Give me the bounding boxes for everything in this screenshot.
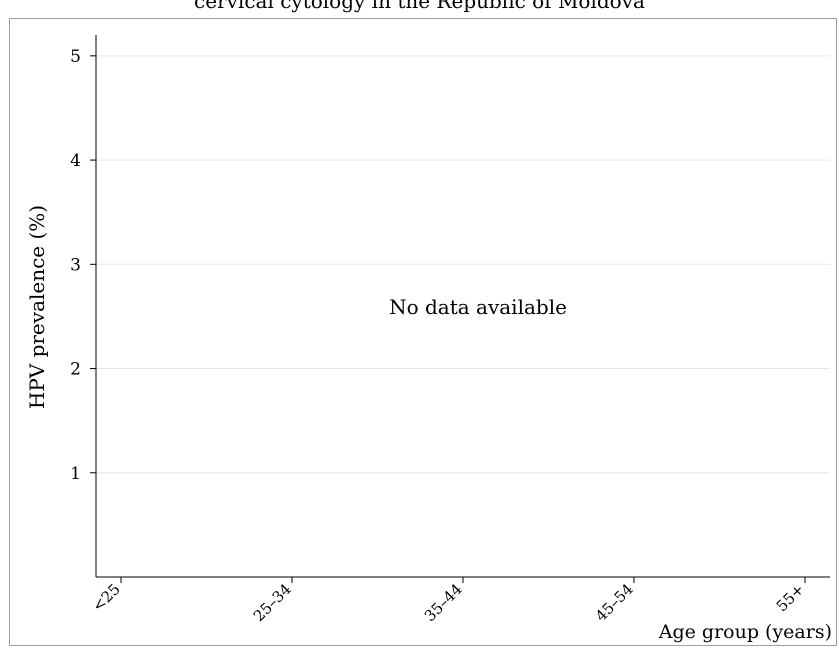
x-axis-title: Age group (years) [658, 621, 832, 643]
chart-frame [9, 18, 837, 646]
y-tick-label-5: 5 [70, 47, 81, 67]
no-data-message: No data available [389, 295, 567, 319]
y-tick-label-4: 4 [70, 151, 81, 171]
y-tick-label-3: 3 [70, 255, 81, 275]
x-tick-label-2: 25–34 [250, 580, 295, 625]
grid-lines [96, 55, 830, 474]
x-tick-label-4: 45–54 [592, 580, 637, 625]
y-tick-label-1: 1 [70, 464, 81, 484]
chart-title: cervical cytology in the Republic of Mol… [194, 0, 645, 13]
x-tick-label-3: 35–44 [421, 580, 466, 625]
y-tick-label-2: 2 [70, 360, 81, 380]
tick-marks-and-labels: 1 2 3 4 5 <25 25–34 35–44 45–54 55+ [70, 47, 808, 625]
x-tick-label-5: 55+ [773, 580, 808, 615]
y-axis-title: HPV prevalence (%) [25, 205, 49, 409]
x-tick-label-1: <25 [89, 580, 124, 615]
